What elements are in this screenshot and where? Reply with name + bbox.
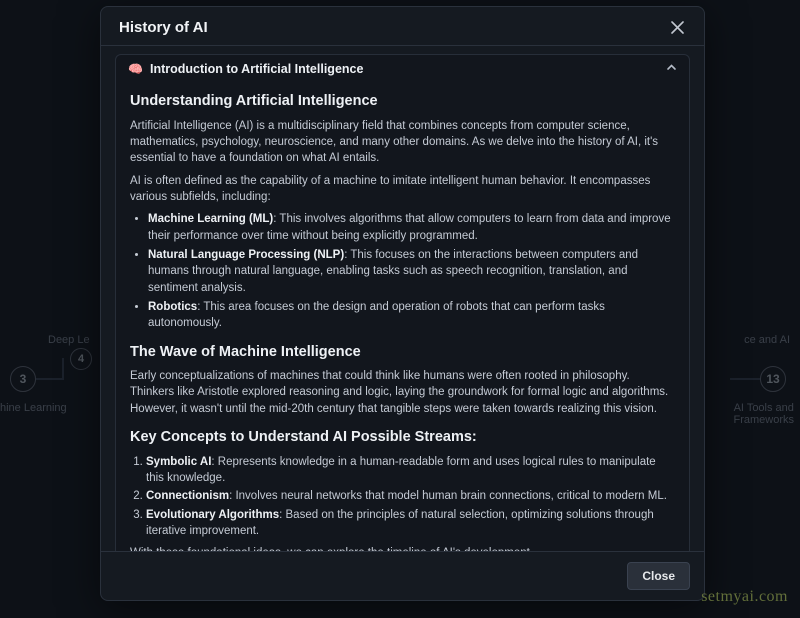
bg-node-circle: 3: [10, 366, 36, 392]
content-heading: Key Concepts to Understand AI Possible S…: [130, 427, 675, 448]
bg-label: Deep Le: [48, 334, 90, 346]
bg-label: ce and AI: [744, 334, 790, 346]
list-item: Machine Learning (ML): This involves alg…: [148, 211, 675, 244]
content-heading: Understanding Artificial Intelligence: [130, 91, 675, 112]
list-item: Connectionism: Involves neural networks …: [146, 488, 675, 504]
section-intro: 🧠 Introduction to Artificial Intelligenc…: [115, 54, 690, 551]
content-heading: The Wave of Machine Intelligence: [130, 342, 675, 363]
close-button[interactable]: Close: [627, 562, 690, 590]
section-title: Introduction to Artificial Intelligence: [150, 62, 658, 76]
bullet-list: Machine Learning (ML): This involves alg…: [130, 211, 675, 331]
numbered-list: Symbolic AI: Represents knowledge in a h…: [130, 454, 675, 540]
section-content: Understanding Artificial Intelligence Ar…: [116, 83, 689, 551]
content-para: Artificial Intelligence (AI) is a multid…: [130, 118, 675, 167]
content-para: AI is often defined as the capability of…: [130, 173, 675, 206]
brain-icon: 🧠: [128, 62, 142, 76]
chevron-up-icon: [666, 62, 677, 76]
list-item: Evolutionary Algorithms: Based on the pr…: [146, 507, 675, 540]
modal-header: History of AI: [101, 7, 704, 46]
bg-node-circle: 4: [70, 348, 92, 370]
list-item: Robotics: This area focuses on the desig…: [148, 299, 675, 332]
list-item: Symbolic AI: Represents knowledge in a h…: [146, 454, 675, 487]
watermark: setmyai.com: [701, 588, 788, 606]
content-para: Early conceptualizations of machines tha…: [130, 368, 675, 417]
modal-footer: Close: [101, 551, 704, 600]
bg-label: hine Learning: [0, 402, 67, 414]
modal-body: 🧠 Introduction to Artificial Intelligenc…: [101, 46, 704, 551]
list-item: Natural Language Processing (NLP): This …: [148, 247, 675, 296]
modal-title: History of AI: [119, 19, 208, 36]
close-icon[interactable]: [666, 16, 688, 38]
history-modal: History of AI 🧠 Introduction to Artifici…: [100, 6, 705, 601]
bg-node-circle: 13: [760, 366, 786, 392]
section-header[interactable]: 🧠 Introduction to Artificial Intelligenc…: [116, 55, 689, 83]
bg-label: AI Tools and Frameworks: [733, 402, 794, 426]
